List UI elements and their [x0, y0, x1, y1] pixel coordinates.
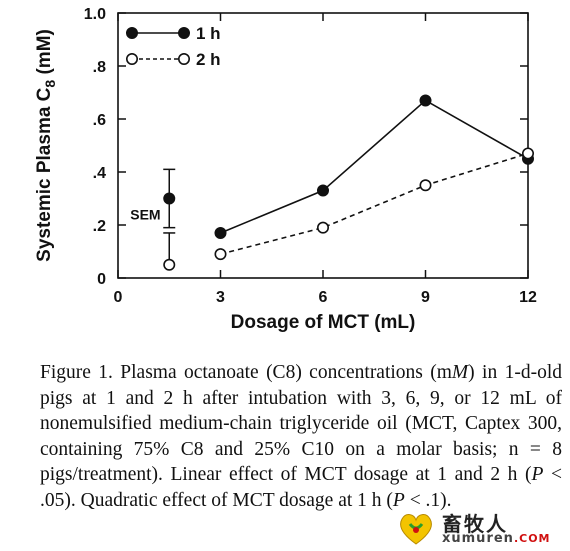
caption-line: Figure 1. Plasma octanoate (C8) concentr…	[40, 362, 452, 383]
x-axis-label: Dosage of MCT (mL)	[231, 312, 416, 333]
legend-marker	[126, 52, 139, 65]
legend-marker	[178, 52, 191, 65]
caption-line: on a molar basis; n = 8 pigs/treatment).…	[40, 438, 563, 486]
data-point	[521, 147, 534, 160]
heart-logo-icon	[400, 514, 432, 545]
sem-point	[163, 192, 176, 205]
y-axis-label: Systemic Plasma C8 (mM)	[34, 29, 58, 262]
chart: 0 3 6 9 120.2.4.6.81.0 SEM 1 h2 h Dosage of …	[34, 6, 537, 333]
x-tick-label: 12	[519, 289, 537, 306]
data-point	[214, 248, 227, 261]
caption-p: P	[531, 464, 544, 485]
chart-ticks: 0 3 6 9 12 0 .2 .4 .6 .8 1.0	[84, 6, 537, 306]
y-tick-label: .8	[93, 59, 106, 76]
caption-line: oil (MCT, Captex 300, containing 75% C8 …	[40, 413, 563, 460]
watermark-en-text: xumuren.COM	[442, 531, 551, 546]
sem-label: SEM	[130, 207, 160, 223]
caption-line: < .05). Quadratic effect of	[40, 464, 563, 511]
caption-line: in 1-d-old pigs at 1 and 2 h after intub…	[40, 362, 562, 409]
legend-marker	[126, 26, 139, 39]
x-tick-label: 6	[319, 289, 328, 306]
chart-legend: 1 h2 h	[126, 24, 221, 69]
legend-marker	[178, 26, 191, 39]
x-tick-label: 0	[114, 289, 123, 306]
caption-line: MCT dosage at 1 h (	[232, 489, 393, 511]
caption-line: < .1).	[404, 489, 452, 511]
data-point	[214, 226, 227, 239]
y-tick-label: 0	[97, 271, 106, 288]
figure-caption: Figure 1. Plasma octanoate (C8) concentr…	[40, 362, 563, 511]
series-line	[220, 152, 529, 255]
data-point	[419, 179, 432, 192]
chart-series	[214, 94, 534, 261]
y-tick-label: .6	[93, 112, 106, 129]
sem-indicator: SEM	[130, 168, 176, 271]
watermark-cn-text: 畜牧人	[442, 512, 508, 536]
data-point	[316, 221, 329, 234]
x-tick-label: 9	[421, 289, 430, 306]
sem-point	[163, 258, 176, 271]
y-axis-label-unit: (mM)	[34, 29, 55, 80]
chart-axes	[117, 12, 529, 279]
legend-label: 1 h	[196, 24, 221, 43]
caption-unit-M: M	[451, 362, 469, 383]
y-tick-label: 1.0	[84, 6, 106, 23]
caption-line: or 12 mL of nonemulsified medium-chain t…	[40, 387, 563, 435]
watermark-dotcom: .COM	[513, 532, 551, 545]
watermark: 畜牧人 xumuren.COM	[396, 508, 566, 548]
y-axis-label-subscript: 8	[42, 80, 58, 88]
legend-label: 2 h	[196, 50, 221, 69]
y-tick-label: .4	[93, 165, 106, 182]
data-point	[419, 94, 432, 107]
plot-frame	[117, 12, 529, 279]
watermark-en-main: xumuren	[442, 531, 514, 546]
caption-p: P	[392, 489, 405, 511]
y-axis-label-main: Systemic Plasma C	[34, 87, 55, 262]
x-tick-label: 3	[216, 289, 225, 306]
series-line	[220, 99, 529, 234]
caption-line: MCT dosage at 1 and 2 h (	[304, 464, 532, 485]
data-point	[316, 184, 329, 197]
y-tick-label: .2	[93, 218, 106, 235]
